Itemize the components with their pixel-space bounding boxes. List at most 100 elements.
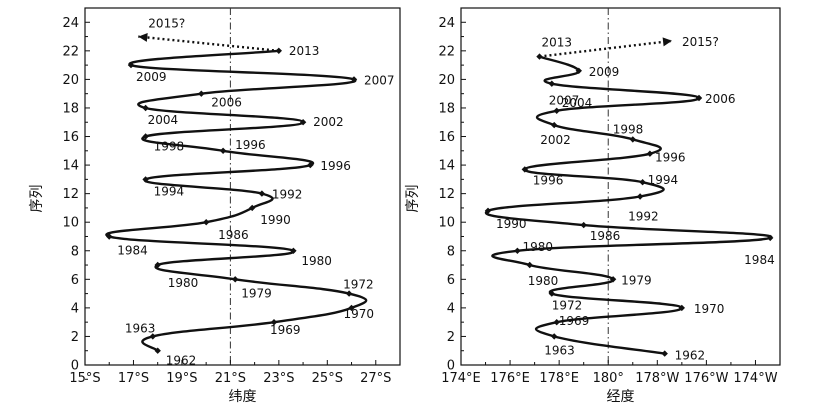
data-point — [203, 219, 210, 226]
x-tick-label: 176°W — [684, 371, 728, 386]
y-tick-label: 14 — [62, 159, 79, 174]
year-label: 1992 — [628, 209, 659, 223]
data-point — [636, 193, 644, 200]
forecast-arrowhead — [662, 37, 672, 47]
data-point — [258, 190, 266, 197]
data-point — [307, 161, 314, 169]
data-point — [127, 61, 135, 69]
data-point — [639, 179, 646, 186]
data-point — [299, 119, 307, 126]
data-point — [695, 94, 703, 102]
data-point — [275, 47, 282, 54]
data-point — [348, 304, 355, 312]
y-tick-label: 18 — [438, 101, 455, 116]
y-tick-label: 2 — [447, 330, 455, 345]
year-label: 1990 — [260, 213, 291, 227]
y-tick-label: 4 — [447, 301, 455, 316]
plot-frame — [460, 7, 781, 366]
year-label: 1980 — [522, 240, 553, 254]
year-label: 2002 — [540, 133, 571, 147]
x-axis-title: 纬度 — [229, 389, 257, 405]
data-point — [290, 247, 297, 254]
data-point — [154, 261, 161, 269]
data-point — [548, 290, 555, 297]
data-point — [219, 147, 227, 154]
year-label: 1996 — [320, 159, 351, 173]
data-point — [142, 104, 149, 112]
data-point — [514, 247, 521, 254]
data-point — [629, 136, 636, 143]
x-tick-label: 21°S — [215, 371, 246, 386]
data-point — [551, 121, 558, 129]
y-tick-label: 12 — [62, 187, 79, 202]
x-tick-label: 27°S — [360, 371, 391, 386]
data-point — [646, 150, 654, 157]
year-label: 1996 — [533, 173, 564, 187]
y-tick-label: 22 — [438, 44, 455, 59]
y-tick-label: 4 — [71, 301, 79, 316]
year-label: 1972 — [343, 278, 374, 292]
y-tick-label: 6 — [71, 273, 79, 288]
x-tick-label: 176°E — [490, 371, 530, 386]
data-point — [548, 80, 555, 87]
year-label: 1986 — [590, 229, 621, 243]
year-label: 1979 — [241, 286, 272, 300]
y-tick-label: 18 — [62, 101, 79, 116]
year-label: 2009 — [136, 70, 167, 84]
year-label: 1992 — [272, 188, 303, 202]
year-label: 1962 — [166, 354, 197, 368]
data-point — [553, 319, 560, 326]
year-label: 2004 — [562, 96, 593, 110]
data-point — [526, 261, 533, 269]
year-label: 2006 — [705, 92, 736, 106]
year-label: 2004 — [148, 113, 179, 127]
year-label: 1996 — [235, 138, 266, 152]
year-label: 1962 — [675, 349, 706, 363]
x-tick-label: 19°S — [166, 371, 197, 386]
data-point — [198, 90, 205, 97]
x-tick-label: 15°S — [69, 371, 100, 386]
y-axis-title: 序列 — [29, 185, 45, 213]
y-tick-label: 12 — [438, 187, 455, 202]
x-tick-label: 23°S — [263, 371, 294, 386]
y-tick-label: 24 — [62, 16, 79, 31]
year-label: 1984 — [117, 243, 148, 257]
year-label: 2002 — [313, 115, 344, 129]
year-label: 1963 — [125, 321, 156, 335]
y-tick-label: 8 — [447, 244, 455, 259]
x-tick-label: 178°E — [539, 371, 579, 386]
y-tick-label: 16 — [438, 130, 455, 145]
data-point — [142, 133, 149, 140]
x-tick-label: 180° — [593, 371, 624, 386]
data-point — [551, 333, 558, 340]
plot-frame — [84, 7, 401, 366]
data-point — [521, 166, 528, 173]
x-tick-label: 178°W — [635, 371, 679, 386]
year-label: 2007 — [549, 94, 580, 108]
year-label: 1972 — [552, 299, 583, 313]
x-axis-title: 经度 — [607, 389, 635, 405]
y-tick-label: 22 — [62, 44, 79, 59]
year-label: 1998 — [154, 140, 185, 154]
data-point — [232, 276, 239, 283]
data-point — [484, 207, 492, 214]
data-point — [249, 204, 256, 212]
data-point — [536, 53, 543, 60]
y-tick-label: 14 — [438, 159, 455, 174]
year-label: 1986 — [218, 228, 249, 242]
x-tick-label: 25°S — [312, 371, 343, 386]
x-tick-label: 174°W — [733, 371, 777, 386]
year-label: 2009 — [589, 65, 620, 79]
year-label: 1980 — [301, 254, 332, 268]
y-tick-label: 0 — [447, 359, 455, 374]
forecast-arrowhead — [138, 33, 148, 42]
year-label: 2013 — [542, 36, 573, 50]
data-point — [149, 333, 156, 340]
year-label: 2007 — [364, 73, 395, 87]
year-label: 1980 — [528, 274, 559, 288]
year-label: 1969 — [270, 323, 301, 337]
year-label: 2013 — [289, 44, 320, 58]
forecast-label: 2015? — [148, 17, 185, 31]
